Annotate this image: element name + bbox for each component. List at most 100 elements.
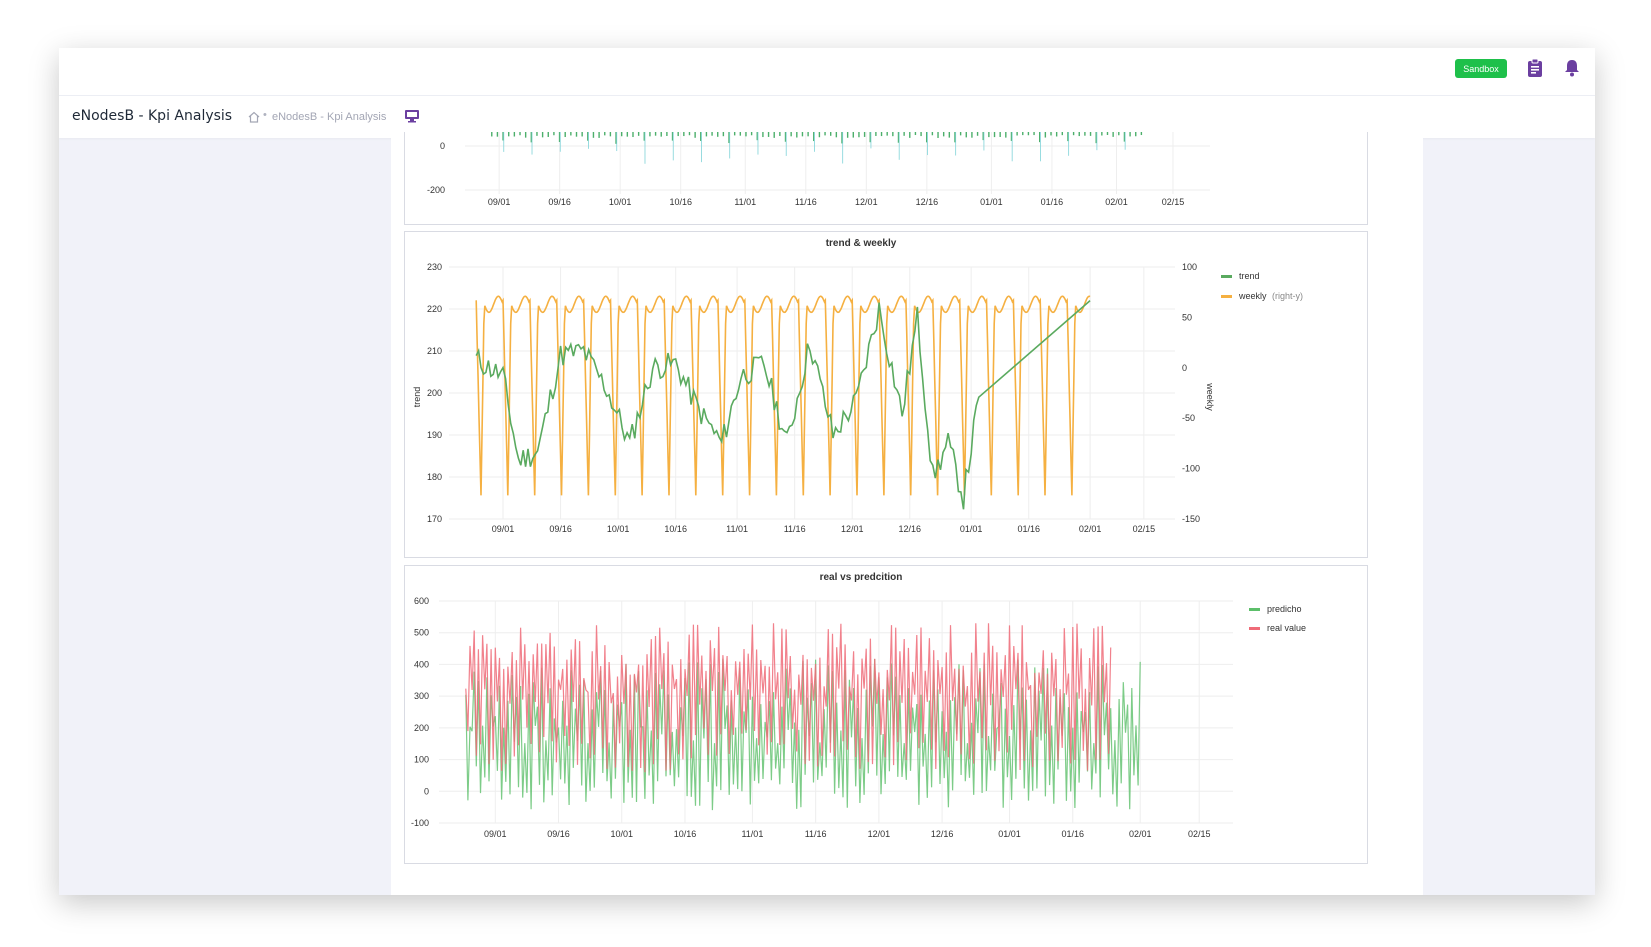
bar-mark — [643, 132, 645, 141]
bar-mark — [587, 132, 589, 141]
bar-mark — [767, 132, 770, 137]
y-tick-label: 500 — [414, 628, 429, 638]
x-tick-label: 01/01 — [960, 524, 983, 534]
legend-label-trend: trend — [1239, 271, 1260, 281]
bar-mark — [728, 132, 730, 144]
y-tick-label: 200 — [427, 388, 442, 398]
y2-tick-label: -50 — [1182, 413, 1195, 423]
bar-mark — [875, 132, 877, 136]
x-tick-label: 10/16 — [669, 197, 692, 207]
x-tick-label: 12/01 — [841, 524, 864, 534]
bar-mark — [1112, 132, 1114, 137]
y2-tick-label: 100 — [1182, 262, 1197, 272]
y2-axis-label: weekly — [1205, 382, 1215, 411]
bar-mark — [553, 132, 555, 136]
bar-mark — [1078, 132, 1080, 137]
legend-swatch-trend — [1221, 275, 1232, 278]
x-tick-label: 10/01 — [610, 829, 633, 839]
bar-mark — [801, 132, 804, 137]
bar-mark — [649, 132, 651, 137]
bar-mark — [559, 132, 561, 152]
bar-mark — [937, 132, 939, 138]
bar-mark — [588, 132, 589, 149]
bar-mark — [1016, 132, 1018, 136]
bar-mark — [988, 132, 990, 138]
breadcrumb[interactable]: eNodesB - Kpi Analysis — [272, 111, 387, 123]
bar-mark — [1010, 132, 1013, 141]
bar-mark — [1040, 132, 1041, 162]
y2-tick-label: -100 — [1182, 464, 1200, 474]
x-tick-label: 09/01 — [488, 197, 511, 207]
bar-mark — [672, 132, 674, 161]
x-tick-label: 11/16 — [784, 524, 806, 534]
bar-mark — [1106, 132, 1109, 136]
y-tick-label: -100 — [411, 818, 429, 828]
bar-mark — [824, 132, 826, 136]
y2-tick-label: -150 — [1182, 514, 1200, 524]
bar-mark — [999, 132, 1001, 137]
x-tick-label: 12/01 — [855, 197, 878, 207]
bar-mark — [1044, 132, 1047, 138]
bar-mark — [733, 132, 736, 136]
x-tick-label: 09/16 — [549, 524, 572, 534]
bell-icon[interactable] — [1562, 58, 1582, 78]
y-tick-label: 170 — [427, 514, 442, 524]
bar-mark — [1140, 132, 1143, 136]
x-tick-label: 11/01 — [726, 524, 748, 534]
real-vs-prediction-chart: real vs predcition 600 500 400 300 200 100 0 -10… — [411, 572, 1306, 839]
bar-mark — [547, 132, 549, 137]
bar-mark — [870, 132, 872, 149]
bar-mark — [1124, 132, 1126, 150]
x-tick-label: 11/01 — [741, 829, 763, 839]
bar-mark — [558, 132, 561, 142]
bar-mark — [773, 132, 775, 138]
bar-mark — [1084, 132, 1086, 136]
y-tick-label: -200 — [427, 185, 445, 195]
app-window: Sandbox eNodesB - Kpi Analysis • eNodesB… — [59, 48, 1595, 895]
x-tick-label: 10/01 — [607, 524, 630, 534]
x-tick-label: 01/16 — [1017, 524, 1040, 534]
bar-mark — [683, 132, 685, 137]
x-tick-label: 10/01 — [609, 197, 632, 207]
bar-mark — [564, 132, 566, 138]
bar-mark — [632, 132, 634, 138]
y-tick-label: 200 — [414, 723, 429, 733]
x-tick-label: 09/16 — [547, 829, 570, 839]
bar-mark — [531, 132, 533, 155]
bar-mark — [1005, 132, 1007, 138]
bar-mark — [1033, 132, 1035, 136]
home-icon[interactable] — [247, 110, 261, 124]
content-panel: 0 -200 09/01 09/16 10/01 10/16 11/01 11/16 12/01… — [391, 132, 1423, 895]
y-tick-label: 300 — [414, 691, 429, 701]
y-tick-label: 0 — [440, 141, 445, 151]
y-tick-label: 210 — [427, 346, 442, 356]
bar-mark — [1055, 132, 1058, 137]
clipboard-icon[interactable] — [1525, 58, 1545, 78]
sub-header: eNodesB - Kpi Analysis • eNodesB - Kpi A… — [59, 96, 1595, 138]
bar-mark — [541, 132, 544, 138]
monitor-icon[interactable] — [404, 109, 420, 123]
sandbox-badge[interactable]: Sandbox — [1455, 59, 1507, 78]
x-tick-label: 09/16 — [548, 197, 571, 207]
bar-mark — [926, 132, 928, 143]
bar-mark — [502, 132, 504, 141]
legend-swatch-predicho — [1249, 608, 1260, 611]
bar-mark — [1067, 132, 1069, 142]
bar-mark — [813, 132, 815, 142]
x-tick-label: 02/01 — [1105, 197, 1128, 207]
bar-mark — [519, 132, 521, 136]
bar-mark — [660, 132, 662, 137]
x-tick-label: 10/16 — [664, 524, 687, 534]
bar-mark — [880, 132, 883, 137]
y-tick-label: 400 — [414, 659, 429, 669]
bar-mark — [644, 132, 646, 164]
bar-mark — [722, 132, 725, 137]
bar-mark — [700, 132, 702, 141]
bar-mark — [858, 132, 860, 138]
bar-mark — [581, 132, 583, 137]
bar-mark — [1011, 132, 1013, 162]
bar-mark — [898, 132, 900, 160]
bar-mark — [886, 132, 888, 136]
x-tick-label: 02/15 — [1133, 524, 1156, 534]
x-tick-label: 11/16 — [795, 197, 817, 207]
